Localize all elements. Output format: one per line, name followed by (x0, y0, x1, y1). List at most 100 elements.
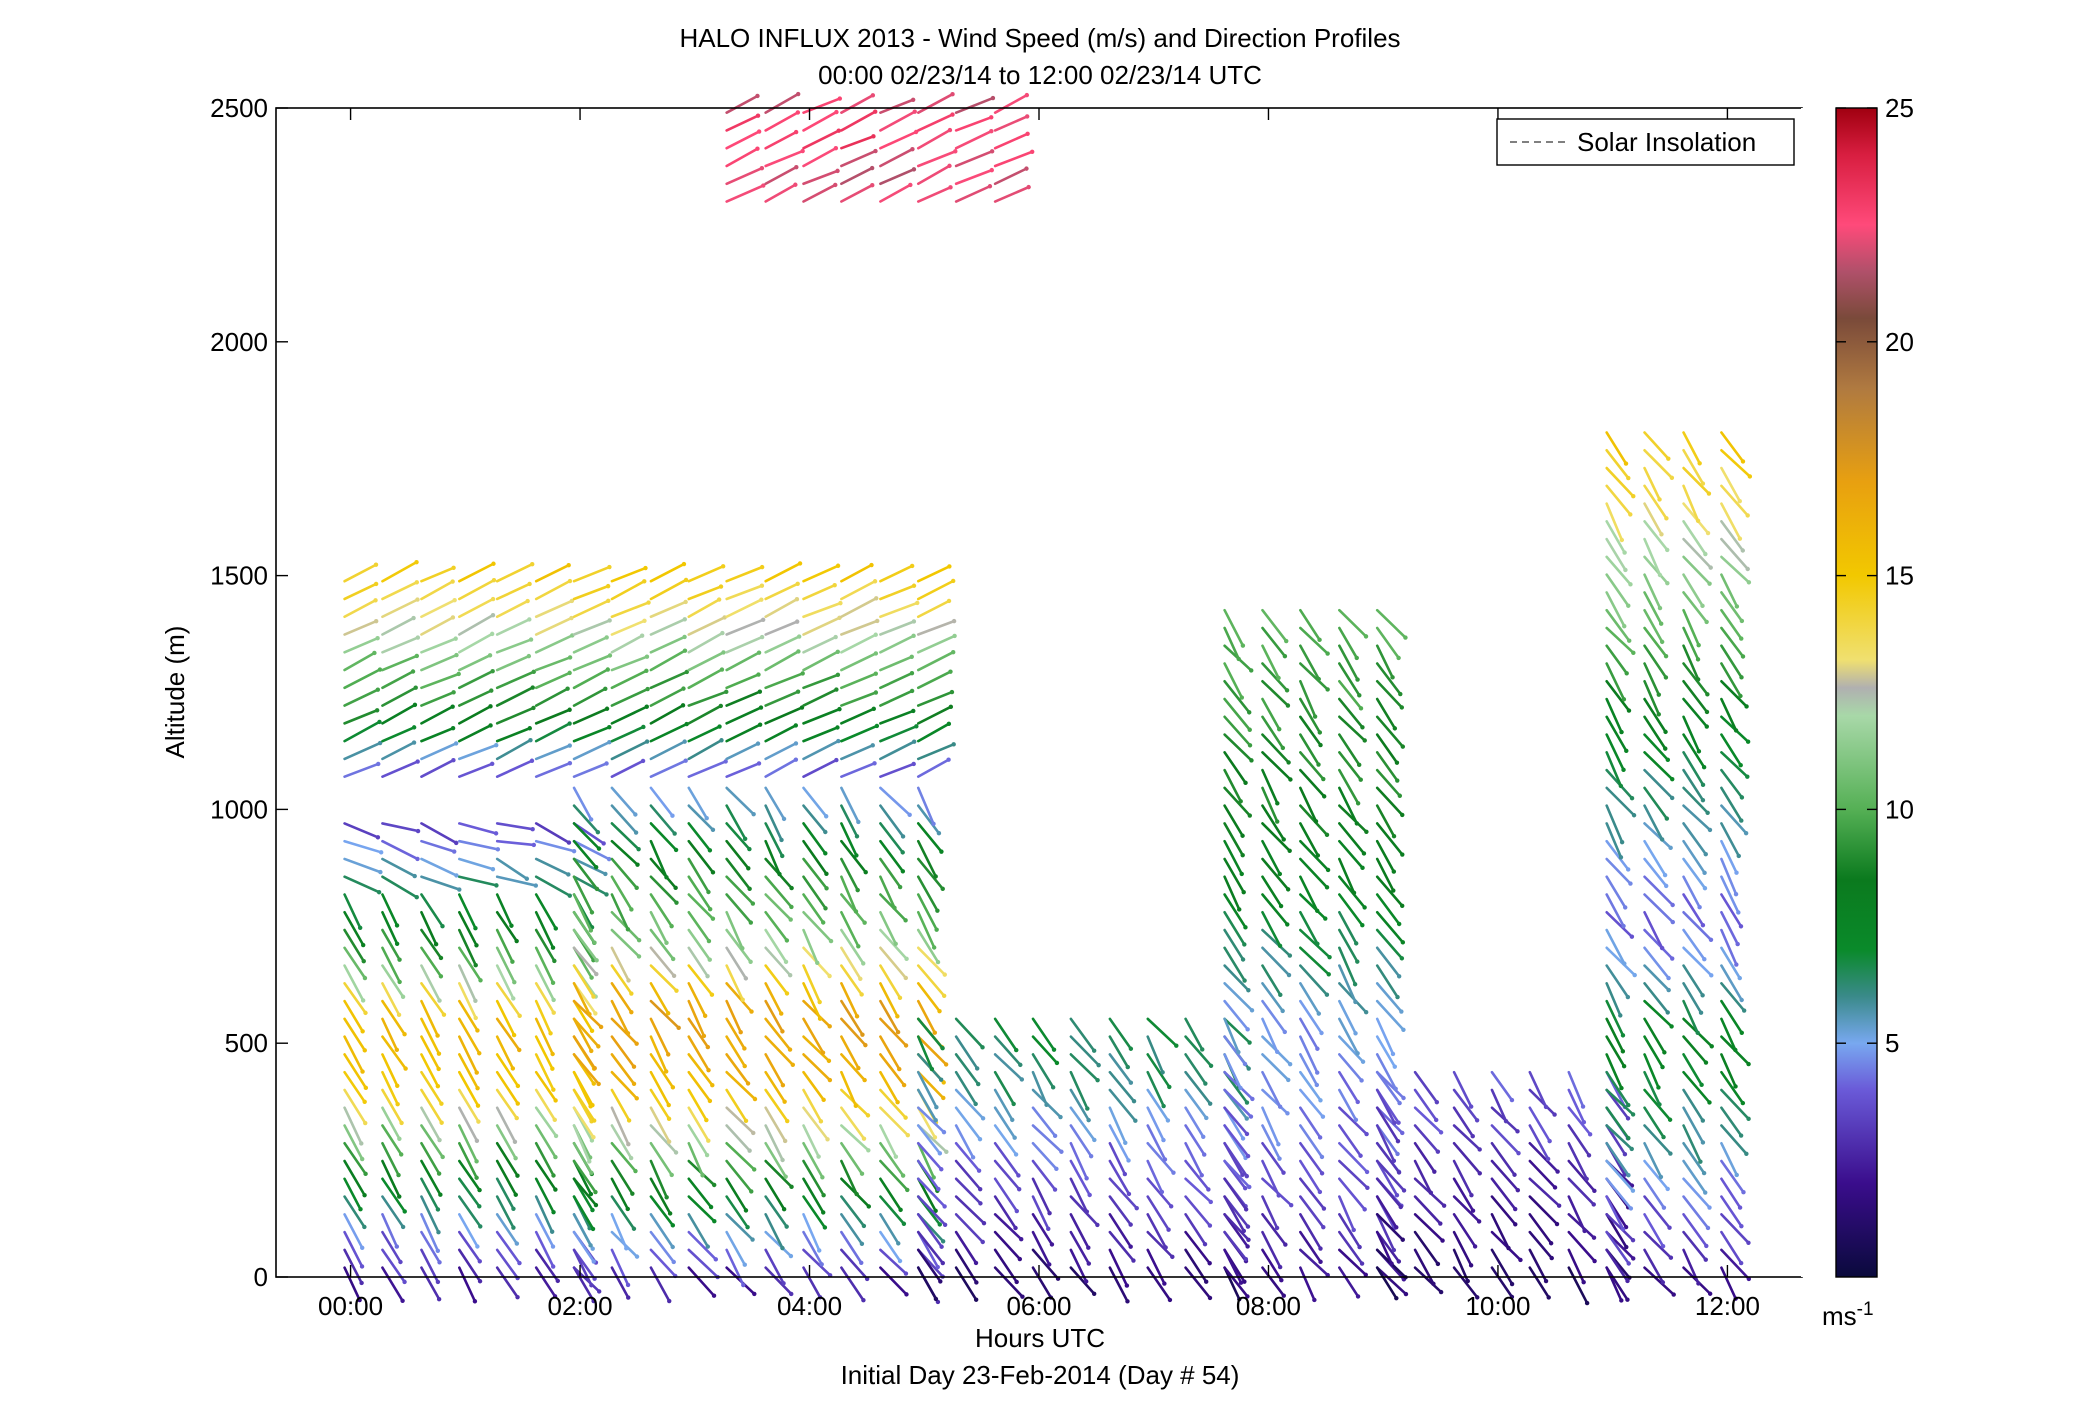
wind-vector-head (1284, 638, 1289, 644)
wind-vector (725, 651, 761, 672)
wind-vector-head (1325, 687, 1330, 692)
wind-vector-head (1700, 603, 1705, 609)
wind-vector-head (566, 872, 571, 877)
wind-vector-head (1618, 783, 1624, 789)
wind-vector (725, 147, 759, 168)
wind-vector-head (1700, 797, 1706, 803)
wind-vector-head (1704, 619, 1709, 625)
wind-vector (879, 168, 916, 186)
wind-vector-head (1438, 1289, 1444, 1295)
wind-vector-head (1323, 916, 1328, 921)
wind-vector (1375, 1053, 1397, 1091)
wind-vector-head (895, 1014, 900, 1019)
wind-vector-layer (343, 91, 1753, 1306)
wind-vector (879, 1248, 908, 1275)
wind-vector (879, 709, 915, 725)
wind-vector (1605, 822, 1623, 859)
wind-vector (343, 1177, 362, 1211)
wind-vector-head (440, 924, 445, 929)
wind-vector-head (1363, 634, 1369, 639)
wind-vector (802, 673, 840, 690)
wind-vector (916, 1124, 942, 1155)
wind-vector (840, 166, 874, 186)
wind-vector-head (607, 724, 612, 730)
wind-vector-head (937, 1222, 942, 1227)
wind-vector (381, 616, 415, 636)
wind-vector-head (1428, 1190, 1434, 1195)
wind-vector-head (670, 1085, 676, 1090)
wind-vector (764, 1266, 793, 1296)
wind-vector (458, 669, 494, 690)
wind-vector (1720, 537, 1750, 571)
wind-vector-head (1631, 494, 1636, 499)
wind-vector-head (415, 856, 420, 862)
wind-vector-head (1014, 1279, 1019, 1285)
wind-vector (1413, 1159, 1433, 1195)
wind-vector (610, 1177, 630, 1211)
wind-vector (840, 804, 859, 838)
wind-vector (1223, 1017, 1240, 1054)
wind-vector (802, 1159, 825, 1197)
wind-vector (1643, 573, 1662, 610)
wind-vector (1299, 1017, 1319, 1051)
wind-vector (802, 635, 837, 654)
wind-vector-head (589, 1283, 594, 1288)
wind-vector-head (604, 761, 609, 766)
x-axis-secondary-label: Initial Day 23-Feb-2014 (Day # 54) (841, 1360, 1240, 1390)
wind-vector (610, 928, 641, 958)
wind-vector (1720, 591, 1744, 623)
wind-vector (1720, 466, 1742, 503)
wind-vector-head (934, 927, 939, 932)
wind-vector-head (1240, 1172, 1245, 1178)
wind-vector-head (946, 721, 952, 727)
wind-vector (840, 1017, 867, 1047)
wind-vector-head (1398, 691, 1403, 697)
wind-vector-head (403, 1066, 408, 1071)
wind-vector (420, 1124, 444, 1159)
wind-vector (381, 857, 417, 878)
wind-vector (1528, 1266, 1551, 1299)
wind-vector-head (440, 1154, 445, 1160)
wind-vector-head (1701, 765, 1707, 770)
wind-vector (495, 670, 536, 690)
wind-vector-head (644, 739, 650, 744)
wind-vector-head (473, 998, 478, 1004)
wind-vector (495, 1088, 519, 1120)
wind-vector-head (1695, 1030, 1700, 1036)
wind-vector-head (900, 1173, 906, 1178)
wind-vector (1567, 1141, 1589, 1181)
wind-vector-head (1278, 903, 1284, 909)
wind-vector-head (948, 185, 953, 190)
wind-vector (879, 584, 916, 601)
wind-vector (1108, 1177, 1139, 1210)
wind-vector-head (866, 1204, 871, 1209)
wind-vector-head (719, 738, 724, 743)
wind-vector-head (989, 167, 994, 173)
wind-vector-head (1670, 776, 1675, 782)
wind-vector-head (643, 565, 648, 571)
wind-vector (879, 634, 915, 654)
wind-vector-head (746, 866, 751, 871)
wind-vector (572, 804, 600, 834)
wind-vector (534, 1266, 557, 1298)
wind-vector-head (1167, 1084, 1172, 1090)
wind-vector (687, 1177, 713, 1209)
wind-vector (1490, 1248, 1514, 1286)
wind-vector-head (628, 1155, 634, 1161)
wind-vector-head (491, 561, 496, 566)
wind-vector-head (1739, 795, 1745, 800)
wind-vector (725, 673, 760, 690)
wind-vector-head (835, 168, 840, 174)
wind-vector (1720, 893, 1743, 928)
wind-vector-head (671, 973, 677, 978)
wind-vector-head (1702, 957, 1707, 962)
wind-vector (649, 649, 687, 672)
wind-vector (572, 1266, 601, 1293)
wind-vector-head (1044, 1102, 1049, 1108)
wind-vector-head (435, 1207, 441, 1212)
wind-vector-head (897, 995, 903, 1001)
wind-vector-head (970, 1155, 976, 1160)
wind-vector-head (1276, 1193, 1281, 1198)
wind-vector (381, 982, 401, 1017)
wind-vector-head (1556, 1203, 1562, 1208)
